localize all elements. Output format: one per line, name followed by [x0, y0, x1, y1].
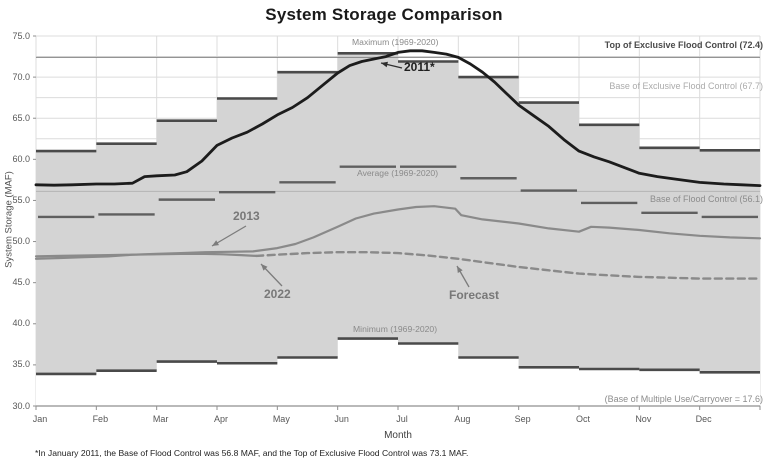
y-tick-label: 75.0 [12, 30, 30, 41]
ref-base-exclusive-flood-label: Base of Exclusive Flood Control (67.7) [609, 81, 763, 91]
footnote: *In January 2011, the Base of Flood Cont… [35, 448, 469, 458]
annotation-2011-arrowhead [381, 61, 388, 68]
series-forecast-label: Forecast [449, 288, 500, 302]
x-axis-title: Month [384, 430, 412, 441]
y-tick-label: 30.0 [12, 400, 30, 411]
x-tick-label: Aug [454, 414, 471, 424]
annotation-2013-arrowhead [212, 240, 220, 246]
x-tick-label: Jan [32, 414, 48, 424]
below-band-mask [36, 338, 760, 406]
x-tick-label: Dec [695, 414, 712, 424]
line-2013 [34, 205, 762, 260]
line-2011 [34, 49, 762, 187]
ref-base-flood-control-label: Base of Flood Control (56.1) [649, 194, 763, 204]
series-2011-label: 2011* [404, 60, 435, 74]
y-tick-label: 45.0 [12, 277, 30, 288]
y-tick-label: 70.0 [12, 71, 30, 82]
x-tick-label: Apr [213, 414, 228, 424]
x-tick-label: Jul [396, 414, 408, 424]
y-tick-label: 65.0 [12, 112, 30, 123]
series-2022-label: 2022 [264, 287, 291, 301]
y-tick-label: 40.0 [12, 318, 30, 329]
average-band-label: Average (1969-2020) [357, 168, 439, 178]
x-tick-label: Nov [635, 414, 652, 424]
x-tick-label: Oct [575, 414, 590, 424]
ref-top-exclusive-flood-label: Top of Exclusive Flood Control (72.4) [604, 40, 763, 50]
x-tick-label: Sep [514, 414, 531, 424]
x-tick-label: Mar [152, 414, 169, 424]
annotation-forecast-arrowhead [457, 266, 463, 274]
x-tick-label: Jun [334, 414, 349, 424]
chart-title: System Storage Comparison [265, 5, 503, 24]
y-tick-label: 50.0 [12, 236, 30, 247]
forecast-line [255, 251, 762, 280]
maximum-band-label: Maximum (1969-2020) [352, 37, 439, 47]
annotation-2022-arrowhead [261, 264, 268, 271]
ref-base-multiple-use-label: (Base of Multiple Use/Carryover = 17.6) [604, 394, 763, 404]
annotation-2013-arrow [211, 225, 247, 247]
y-tick-label: 55.0 [12, 194, 30, 205]
x-tick-label: May [272, 414, 290, 424]
minimum-band-label: Minimum (1969-2020) [353, 324, 438, 334]
y-tick-label: 60.0 [12, 153, 30, 164]
historical-range-band [36, 53, 760, 374]
x-tick-label: Feb [92, 414, 109, 424]
y-tick-label: 35.0 [12, 359, 30, 370]
series-2013-label: 2013 [233, 209, 260, 223]
